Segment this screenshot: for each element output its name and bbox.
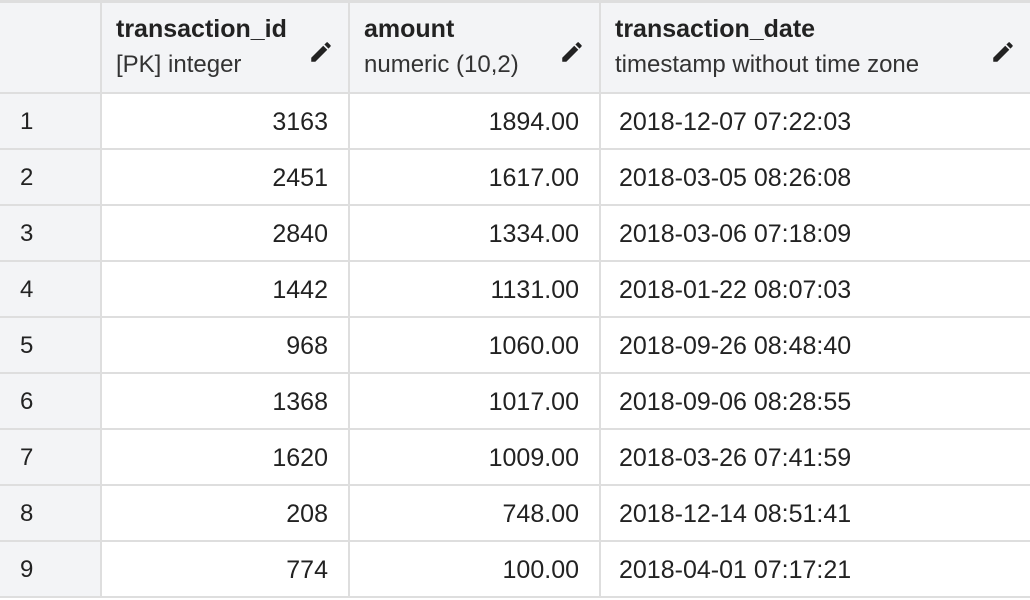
amount-value: 100.00: [502, 556, 579, 584]
row-number-cell[interactable]: 3: [0, 206, 102, 260]
transaction-id-cell[interactable]: 2451: [102, 150, 350, 204]
row-number-cell[interactable]: 6: [0, 374, 102, 428]
row-number-cell[interactable]: 1: [0, 94, 102, 148]
amount-cell[interactable]: 100.00: [350, 542, 601, 596]
column-header-transaction-id[interactable]: transaction_id [PK] integer: [102, 3, 350, 92]
transaction-id-value: 774: [286, 556, 328, 584]
amount-cell[interactable]: 1617.00: [350, 150, 601, 204]
transaction-date-value: 2018-03-06 07:18:09: [619, 220, 852, 248]
amount-value: 1894.00: [488, 108, 579, 136]
row-number: 7: [20, 444, 34, 471]
table-row[interactable]: 5 968 1060.00 2018-09-26 08:48:40: [0, 318, 1030, 374]
column-header-transaction-date[interactable]: transaction_date timestamp without time …: [601, 3, 1030, 92]
row-number-cell[interactable]: 9: [0, 542, 102, 596]
transaction-date-value: 2018-01-22 08:07:03: [619, 276, 852, 304]
amount-value: 1060.00: [488, 332, 579, 360]
header-row: transaction_id [PK] integer amount numer…: [0, 0, 1030, 94]
transaction-date-value: 2018-04-01 07:17:21: [619, 556, 852, 584]
transaction-id-value: 2451: [272, 164, 328, 192]
transaction-date-cell[interactable]: 2018-12-14 08:51:41: [601, 486, 1030, 540]
transaction-id-value: 1368: [272, 388, 328, 416]
transaction-id-value: 208: [286, 500, 328, 528]
row-number: 4: [20, 276, 34, 303]
row-number-cell[interactable]: 4: [0, 262, 102, 316]
amount-cell[interactable]: 1334.00: [350, 206, 601, 260]
row-number: 8: [20, 500, 34, 527]
table-row[interactable]: 1 3163 1894.00 2018-12-07 07:22:03: [0, 94, 1030, 150]
table-row[interactable]: 7 1620 1009.00 2018-03-26 07:41:59: [0, 430, 1030, 486]
column-type: [PK] integer: [116, 51, 242, 78]
transaction-id-cell[interactable]: 968: [102, 318, 350, 372]
transaction-date-value: 2018-09-26 08:48:40: [619, 332, 852, 360]
transaction-date-value: 2018-12-07 07:22:03: [619, 108, 852, 136]
transaction-id-value: 3163: [272, 108, 328, 136]
amount-value: 748.00: [502, 500, 579, 528]
amount-cell[interactable]: 1009.00: [350, 430, 601, 484]
table-row[interactable]: 8 208 748.00 2018-12-14 08:51:41: [0, 486, 1030, 542]
amount-value: 1617.00: [488, 164, 579, 192]
transaction-id-cell[interactable]: 1368: [102, 374, 350, 428]
column-name: transaction_date: [615, 15, 816, 43]
transaction-date-value: 2018-09-06 08:28:55: [619, 388, 852, 416]
transaction-id-cell[interactable]: 1442: [102, 262, 350, 316]
table-row[interactable]: 9 774 100.00 2018-04-01 07:17:21: [0, 542, 1030, 598]
pencil-icon[interactable]: [308, 39, 334, 65]
transaction-date-cell[interactable]: 2018-09-06 08:28:55: [601, 374, 1030, 428]
amount-cell[interactable]: 1060.00: [350, 318, 601, 372]
table-row[interactable]: 3 2840 1334.00 2018-03-06 07:18:09: [0, 206, 1030, 262]
transaction-date-cell[interactable]: 2018-12-07 07:22:03: [601, 94, 1030, 148]
column-type: timestamp without time zone: [615, 51, 920, 78]
transaction-date-cell[interactable]: 2018-09-26 08:48:40: [601, 318, 1030, 372]
amount-cell[interactable]: 748.00: [350, 486, 601, 540]
transaction-id-value: 1620: [272, 444, 328, 472]
table-row[interactable]: 6 1368 1017.00 2018-09-06 08:28:55: [0, 374, 1030, 430]
amount-cell[interactable]: 1017.00: [350, 374, 601, 428]
amount-value: 1017.00: [488, 388, 579, 416]
row-number: 3: [20, 220, 34, 247]
transaction-date-cell[interactable]: 2018-03-05 08:26:08: [601, 150, 1030, 204]
transaction-id-cell[interactable]: 3163: [102, 94, 350, 148]
transaction-date-cell[interactable]: 2018-03-26 07:41:59: [601, 430, 1030, 484]
transaction-id-cell[interactable]: 774: [102, 542, 350, 596]
transaction-id-value: 2840: [272, 220, 328, 248]
transaction-date-value: 2018-12-14 08:51:41: [619, 500, 852, 528]
row-number-cell[interactable]: 8: [0, 486, 102, 540]
transaction-id-cell[interactable]: 1620: [102, 430, 350, 484]
table-row[interactable]: 4 1442 1131.00 2018-01-22 08:07:03: [0, 262, 1030, 318]
pencil-icon[interactable]: [990, 39, 1016, 65]
transaction-id-cell[interactable]: 208: [102, 486, 350, 540]
column-name: amount: [364, 15, 455, 43]
column-name: transaction_id: [116, 15, 287, 43]
amount-value: 1131.00: [490, 276, 579, 304]
column-type: numeric (10,2): [364, 51, 519, 78]
transaction-date-value: 2018-03-26 07:41:59: [619, 444, 852, 472]
transaction-date-cell[interactable]: 2018-04-01 07:17:21: [601, 542, 1030, 596]
row-number-cell[interactable]: 5: [0, 318, 102, 372]
row-number-header[interactable]: [0, 3, 102, 92]
table-row[interactable]: 2 2451 1617.00 2018-03-05 08:26:08: [0, 150, 1030, 206]
transaction-id-value: 968: [286, 332, 328, 360]
amount-value: 1009.00: [488, 444, 579, 472]
column-header-amount[interactable]: amount numeric (10,2): [350, 3, 601, 92]
row-number: 6: [20, 388, 34, 415]
row-number: 5: [20, 332, 34, 359]
pencil-icon[interactable]: [559, 39, 585, 65]
amount-cell[interactable]: 1131.00: [350, 262, 601, 316]
row-number: 9: [20, 556, 34, 583]
transaction-id-cell[interactable]: 2840: [102, 206, 350, 260]
row-number: 1: [20, 108, 34, 135]
transaction-date-value: 2018-03-05 08:26:08: [619, 164, 852, 192]
transaction-id-value: 1442: [272, 276, 328, 304]
transaction-date-cell[interactable]: 2018-01-22 08:07:03: [601, 262, 1030, 316]
row-number: 2: [20, 164, 34, 191]
amount-value: 1334.00: [488, 220, 579, 248]
row-number-cell[interactable]: 7: [0, 430, 102, 484]
amount-cell[interactable]: 1894.00: [350, 94, 601, 148]
row-number-cell[interactable]: 2: [0, 150, 102, 204]
transaction-date-cell[interactable]: 2018-03-06 07:18:09: [601, 206, 1030, 260]
